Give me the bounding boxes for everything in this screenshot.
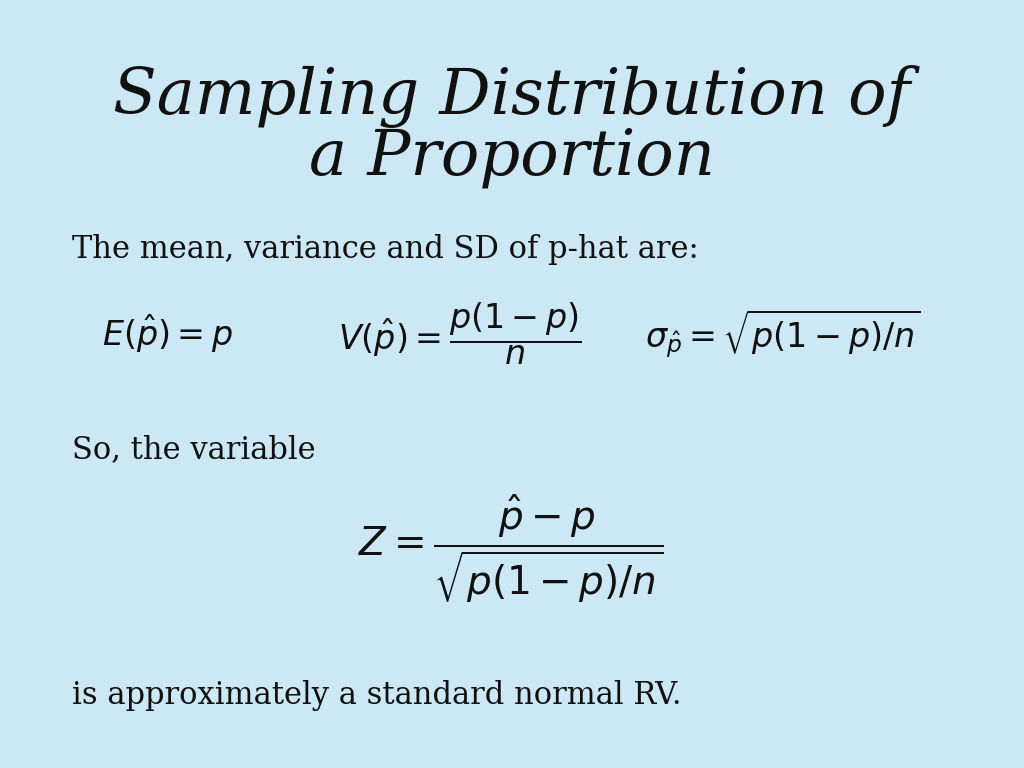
- Text: $E(\hat{p}) = p$: $E(\hat{p}) = p$: [102, 313, 233, 355]
- Text: $V(\hat{p}) = \dfrac{p(1-p)}{n}$: $V(\hat{p}) = \dfrac{p(1-p)}{n}$: [338, 301, 582, 367]
- Text: Sampling Distribution of: Sampling Distribution of: [114, 65, 910, 128]
- Text: The mean, variance and SD of p-hat are:: The mean, variance and SD of p-hat are:: [72, 234, 698, 265]
- Text: $Z = \dfrac{\hat{p} - p}{\sqrt{p(1-p)/n}}$: $Z = \dfrac{\hat{p} - p}{\sqrt{p(1-p)/n}…: [358, 493, 664, 605]
- Text: a Proportion: a Proportion: [309, 127, 715, 188]
- Text: is approximately a standard normal RV.: is approximately a standard normal RV.: [72, 680, 681, 710]
- Text: $\sigma_{\hat{p}} = \sqrt{p(1-p)/n}$: $\sigma_{\hat{p}} = \sqrt{p(1-p)/n}$: [645, 308, 921, 360]
- Text: So, the variable: So, the variable: [72, 434, 315, 465]
